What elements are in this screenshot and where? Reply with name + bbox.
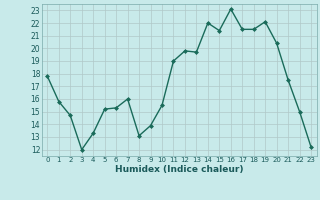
X-axis label: Humidex (Indice chaleur): Humidex (Indice chaleur) <box>115 165 244 174</box>
